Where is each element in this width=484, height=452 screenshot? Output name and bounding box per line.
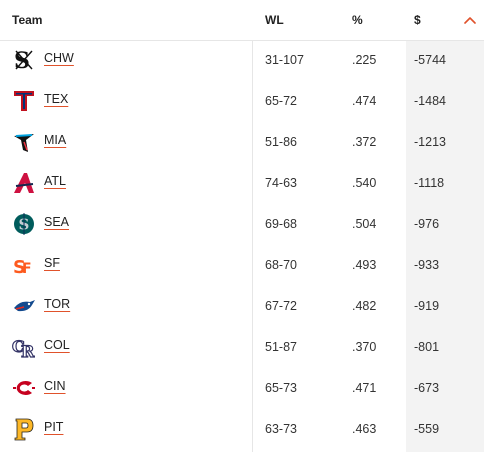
pct-value: .463 <box>352 422 377 436</box>
wl-value: 51-86 <box>265 135 297 149</box>
money-value: -976 <box>414 217 440 231</box>
wl-value: 31-107 <box>265 53 304 67</box>
header-team[interactable]: Team <box>12 13 43 27</box>
svg-text:F: F <box>22 261 32 277</box>
table-row[interactable]: S SEA 69-68 .504 -976 <box>0 204 484 245</box>
table-row[interactable]: CIN 65-73 .471 -673 <box>0 368 484 409</box>
wl-value: 63-73 <box>265 422 297 436</box>
header-wl[interactable]: WL <box>265 13 284 27</box>
pct-value: .504 <box>352 217 377 231</box>
svg-text:R: R <box>21 342 35 359</box>
pct-value: .372 <box>352 135 377 149</box>
wl-value: 68-70 <box>265 258 297 272</box>
sort-toggle[interactable] <box>462 12 478 28</box>
svg-text:C: C <box>12 337 25 356</box>
money-value: -919 <box>414 299 440 313</box>
pct-value: .474 <box>352 94 377 108</box>
table-row[interactable]: TEX 65-72 .474 -1484 <box>0 81 484 122</box>
money-value: -673 <box>414 381 440 395</box>
wl-value: 51-87 <box>265 340 297 354</box>
team-link[interactable]: TEX <box>44 92 69 106</box>
table-row[interactable]: C R COL 51-87 .370 -801 <box>0 327 484 368</box>
sorted-column-highlight <box>406 40 484 452</box>
table-row[interactable]: ATL 74-63 .540 -1118 <box>0 163 484 204</box>
pct-value: .225 <box>352 53 377 67</box>
svg-text:S: S <box>13 257 26 277</box>
wl-value: 69-68 <box>265 217 297 231</box>
money-value: -1484 <box>414 94 446 108</box>
braves-logo <box>14 173 34 193</box>
giants-logo: S F <box>13 257 32 277</box>
table-row[interactable]: PIT 63-73 .463 -559 <box>0 409 484 450</box>
team-link[interactable]: COL <box>44 338 70 352</box>
pct-value: .471 <box>352 381 377 395</box>
team-link[interactable]: ATL <box>44 174 66 188</box>
table-header: Team WL % $ <box>0 0 484 41</box>
chevron-up-icon <box>464 17 476 24</box>
header-money[interactable]: $ <box>414 13 421 27</box>
team-link[interactable]: SF <box>44 256 60 270</box>
money-value: -801 <box>414 340 440 354</box>
pct-value: .370 <box>352 340 377 354</box>
pct-value: .540 <box>352 176 377 190</box>
money-value: -1118 <box>414 176 445 190</box>
pct-value: .493 <box>352 258 377 272</box>
reds-logo <box>13 381 35 395</box>
money-value: -1213 <box>414 135 446 149</box>
rangers-logo <box>14 91 34 111</box>
team-link[interactable]: TOR <box>44 297 71 311</box>
column-divider <box>252 0 253 452</box>
white-sox-logo: S <box>14 48 33 72</box>
rockies-logo: C R <box>12 336 36 359</box>
header-pct[interactable]: % <box>352 13 363 27</box>
pct-value: .482 <box>352 299 377 313</box>
money-value: -5744 <box>414 53 446 67</box>
team-link[interactable]: PIT <box>44 420 64 434</box>
team-link[interactable]: SEA <box>44 215 70 229</box>
table-row[interactable]: S F SF 68-70 .493 -933 <box>0 245 484 286</box>
wl-value: 65-73 <box>265 381 297 395</box>
table-row[interactable]: TOR 67-72 .482 -919 <box>0 286 484 327</box>
wl-value: 74-63 <box>265 176 297 190</box>
wl-value: 65-72 <box>265 94 297 108</box>
table-row[interactable]: S CHW 31-107 .225 -5744 <box>0 40 484 81</box>
marlins-logo <box>14 134 34 152</box>
mariners-logo: S <box>14 213 34 235</box>
team-link[interactable]: CIN <box>44 379 66 393</box>
blue-jays-logo <box>14 300 35 312</box>
money-value: -933 <box>414 258 440 272</box>
wl-value: 67-72 <box>265 299 297 313</box>
team-link[interactable]: MIA <box>44 133 67 147</box>
money-value: -559 <box>414 422 440 436</box>
table-row[interactable]: MIA 51-86 .372 -1213 <box>0 122 484 163</box>
team-link[interactable]: CHW <box>44 51 74 65</box>
pirates-logo <box>14 418 34 441</box>
